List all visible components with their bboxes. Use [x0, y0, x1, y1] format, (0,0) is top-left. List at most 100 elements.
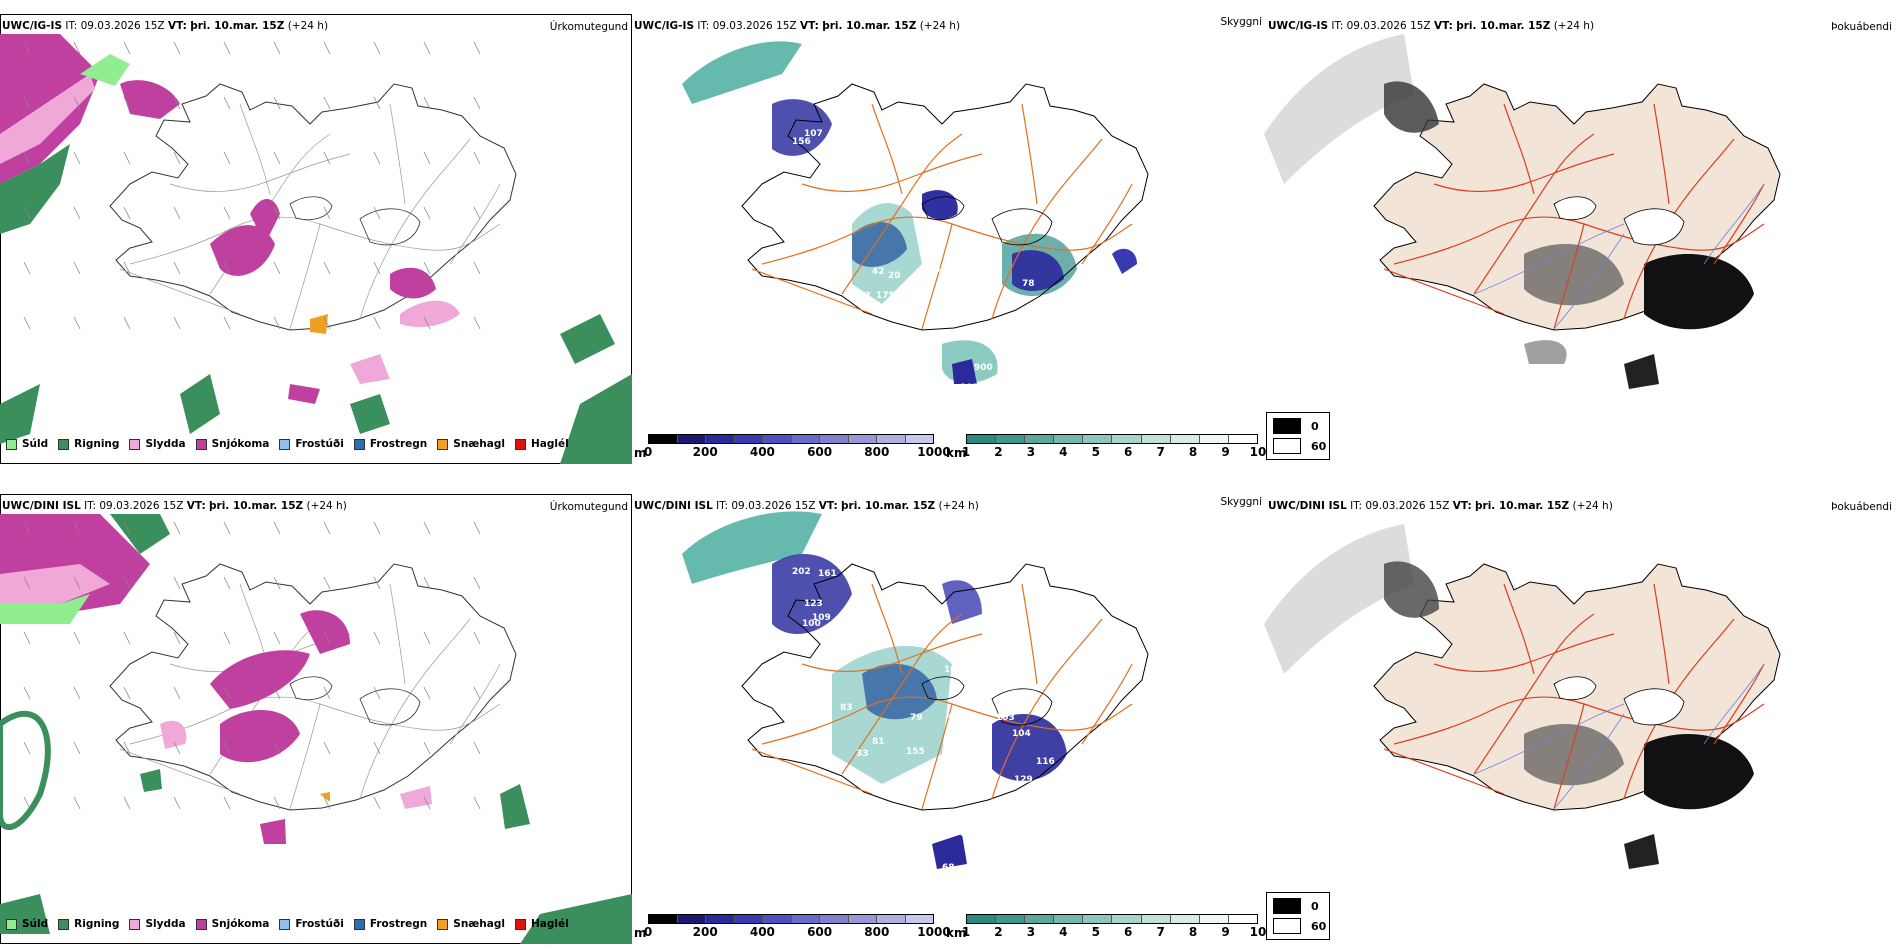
colorbar-tick: 6	[1124, 925, 1133, 939]
fog-title: Þokuábendi	[1831, 21, 1892, 33]
swatch	[514, 918, 526, 930]
legend-label: Snjókoma	[211, 918, 270, 930]
legend-label: Snæhagl	[453, 438, 505, 450]
visibility-map-top[interactable]: 99 107 156 90 30 144 42 20 60 112 175 13…	[632, 14, 1264, 434]
colorbar-tick: 1000	[917, 925, 951, 939]
colorbar-cell	[1054, 915, 1084, 923]
colorbar-cell	[763, 915, 792, 923]
colorbar-cell	[1228, 435, 1257, 443]
fog-header-bottom: UWC/DINI ISL IT: 09.03.2026 15Z VT: þri.…	[1268, 500, 1613, 512]
colorbar-tick: 5	[1091, 925, 1100, 939]
valid-time: þri. 10.mar. 15Z	[841, 500, 936, 512]
lead-time: (+24 h)	[919, 20, 961, 32]
colorbar-cell	[1025, 435, 1055, 443]
colorbar-ticks: 0 200 400 600 800 1000	[644, 444, 951, 459]
value-label: 59	[850, 327, 863, 337]
value-label: 77	[966, 863, 979, 873]
model-name: UWC/DINI ISL	[634, 500, 713, 512]
model-name: UWC/DINI ISL	[2, 500, 81, 512]
cloudbase-unit: m	[634, 446, 647, 460]
fog-header-top: UWC/IG-IS IT: 09.03.2026 15Z VT: þri. 10…	[1268, 20, 1594, 32]
colorbar-tick: 0	[643, 445, 653, 459]
legend-item-sudl: Súld	[6, 918, 48, 930]
value-label: 103	[996, 713, 1015, 723]
value-label: 156	[792, 137, 811, 147]
colorbar-cell	[1112, 915, 1142, 923]
colorbar-cell	[996, 915, 1026, 923]
precip-type-title: Úrkomutegund	[549, 501, 628, 513]
swatch	[514, 438, 526, 450]
swatch	[1273, 438, 1301, 454]
swatch	[1273, 918, 1301, 934]
value-label: 202	[792, 567, 811, 577]
colorbar-tick: 8	[1188, 445, 1198, 459]
value-label: 99	[788, 77, 801, 87]
value-label: 33	[856, 749, 869, 759]
visibility-unit: km	[946, 446, 967, 460]
colorbar-tick: 0	[643, 925, 653, 939]
colorbar-cell	[877, 435, 906, 443]
init-label: IT:	[1350, 500, 1363, 512]
value-label: 58	[932, 403, 945, 413]
value-label: 116	[1036, 757, 1055, 767]
value-label: 60	[934, 265, 947, 275]
colorbar-cell	[905, 915, 933, 923]
visibility-panel-top: 99 107 156 90 30 144 42 20 60 112 175 13…	[632, 14, 1267, 464]
fog-map-top[interactable]	[1264, 14, 1900, 434]
legend-item-snjokoma: Snjókoma	[195, 438, 269, 450]
colorbar-tick: 2	[994, 925, 1003, 939]
colorbar-ticks: 1 2 3 4 5 6 7 8 9 10	[962, 924, 1267, 939]
swatch	[195, 918, 207, 930]
value-label: 68	[942, 863, 955, 873]
cloud-base-numbers-bottom: 75 202 161 123 109 100 57 107 102 83 79 …	[792, 551, 1065, 873]
colorbar-cell	[820, 435, 849, 443]
precip-type-panel-bottom: UWC/DINI ISL IT: 09.03.2026 15Z VT: þri.…	[0, 494, 632, 944]
legend-label: Rigning	[74, 438, 120, 450]
model-name: UWC/DINI ISL	[1268, 500, 1347, 512]
fog-map-bottom[interactable]	[1264, 494, 1900, 914]
value-label: 137	[904, 293, 923, 303]
colorbar-tick: 8	[1188, 925, 1198, 939]
legend-item-frostregn: Frostregn	[353, 438, 427, 450]
model-name: UWC/IG-IS	[634, 20, 695, 32]
fog-legend-bottom: 0 60	[1266, 892, 1330, 940]
value-label: 64	[948, 713, 961, 723]
colorbar-cell	[734, 435, 763, 443]
colorbar-cell	[967, 435, 997, 443]
value-label: 155	[906, 747, 925, 757]
precip-type-map-top[interactable]	[0, 14, 632, 464]
visibility-header-bottom: UWC/DINI ISL IT: 09.03.2026 15Z VT: þri.…	[634, 500, 979, 512]
colorbar-tick: 3	[1026, 925, 1036, 939]
colorbar-cell	[677, 435, 706, 443]
legend-item-slydda: Slydda	[129, 438, 186, 450]
init-label: IT:	[697, 20, 710, 32]
init-time: 09.03.2026 15Z	[80, 20, 165, 32]
visibility-title: Skyggni	[1220, 496, 1263, 508]
colorbar-cell	[706, 915, 735, 923]
colorbar-cell	[848, 435, 877, 443]
swatch	[1273, 898, 1301, 914]
swatch	[353, 918, 365, 930]
model-name: UWC/IG-IS	[2, 20, 63, 32]
visibility-header-top: UWC/IG-IS IT: 09.03.2026 15Z VT: þri. 10…	[634, 20, 960, 32]
value-label: 112	[852, 291, 871, 301]
value-label: 78	[1022, 279, 1035, 289]
legend-item-slydda: Slydda	[129, 918, 186, 930]
visibility-panel-bottom: 75 202 161 123 109 100 57 107 102 83 79 …	[632, 494, 1267, 944]
legend-label: 60	[1311, 439, 1327, 453]
swatch	[58, 438, 70, 450]
value-label: 900	[974, 363, 993, 373]
precip-type-header-bottom: UWC/DINI ISL IT: 09.03.2026 15Z VT: þri.…	[2, 500, 347, 512]
legend-label: Súld	[22, 438, 49, 450]
valid-time: þri. 10.mar. 15Z	[190, 20, 285, 32]
colorbar-tick: 10	[1249, 445, 1267, 459]
valid-time: þri. 10.mar. 15Z	[1456, 20, 1551, 32]
colorbar-cell	[1025, 915, 1055, 923]
value-label: 83	[840, 703, 853, 713]
precip-type-map-bottom[interactable]	[0, 494, 632, 944]
legend-label: Rigning	[74, 918, 120, 930]
legend-label: Snæhagl	[453, 918, 505, 930]
colorbar-tick: 600	[807, 925, 833, 939]
visibility-map-bottom[interactable]: 75 202 161 123 109 100 57 107 102 83 79 …	[632, 494, 1264, 914]
colorbar-cell	[677, 915, 706, 923]
